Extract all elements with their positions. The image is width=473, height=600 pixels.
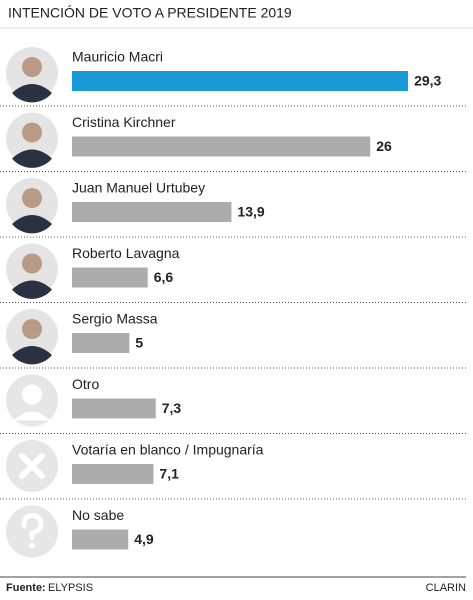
bar [72, 136, 371, 157]
bar [72, 71, 409, 91]
value-label: 26 [376, 138, 392, 154]
photo-body [12, 84, 52, 103]
photo-body [12, 280, 52, 299]
chart-title: INTENCIÓN DE VOTO A PRESIDENTE 2019 [8, 5, 292, 21]
value-label: 4,9 [134, 531, 154, 547]
category-label: Juan Manuel Urtubey [72, 180, 205, 196]
bar [72, 333, 130, 353]
bar [72, 464, 154, 484]
photo-body [12, 149, 52, 168]
photo-body [12, 215, 52, 234]
icon-head [22, 384, 42, 405]
value-label: 29,3 [414, 73, 441, 89]
value-label: 13,9 [237, 204, 264, 220]
icon-cross [19, 453, 45, 479]
photo-head [22, 122, 42, 143]
source: ELYPSIS [48, 582, 93, 594]
value-label: 7,1 [159, 466, 179, 482]
category-label: Cristina Kirchner [72, 114, 176, 130]
category-label: Roberto Lavagna [72, 245, 180, 261]
icon-question [21, 512, 44, 540]
photo-head [22, 319, 42, 339]
icon-dot [29, 542, 35, 549]
value-label: 6,6 [154, 269, 174, 285]
bar [72, 267, 148, 288]
category-label: Mauricio Macri [72, 49, 163, 65]
credit: CLARIN [426, 582, 466, 594]
source-label: Fuente: [6, 582, 46, 594]
photo-head [22, 253, 42, 274]
bar [72, 398, 156, 419]
bar [72, 202, 232, 222]
value-label: 7,3 [162, 400, 182, 416]
bar [72, 529, 129, 550]
icon-body [14, 411, 50, 421]
value-label: 5 [135, 335, 143, 351]
category-label: Sergio Massa [72, 311, 158, 327]
photo-head [22, 57, 42, 77]
category-label: Otro [72, 376, 99, 392]
photo-body [12, 346, 52, 365]
photo-head [22, 188, 42, 208]
category-label: Votaría en blanco / Impugnaría [72, 442, 264, 458]
category-label: No sabe [72, 507, 124, 523]
